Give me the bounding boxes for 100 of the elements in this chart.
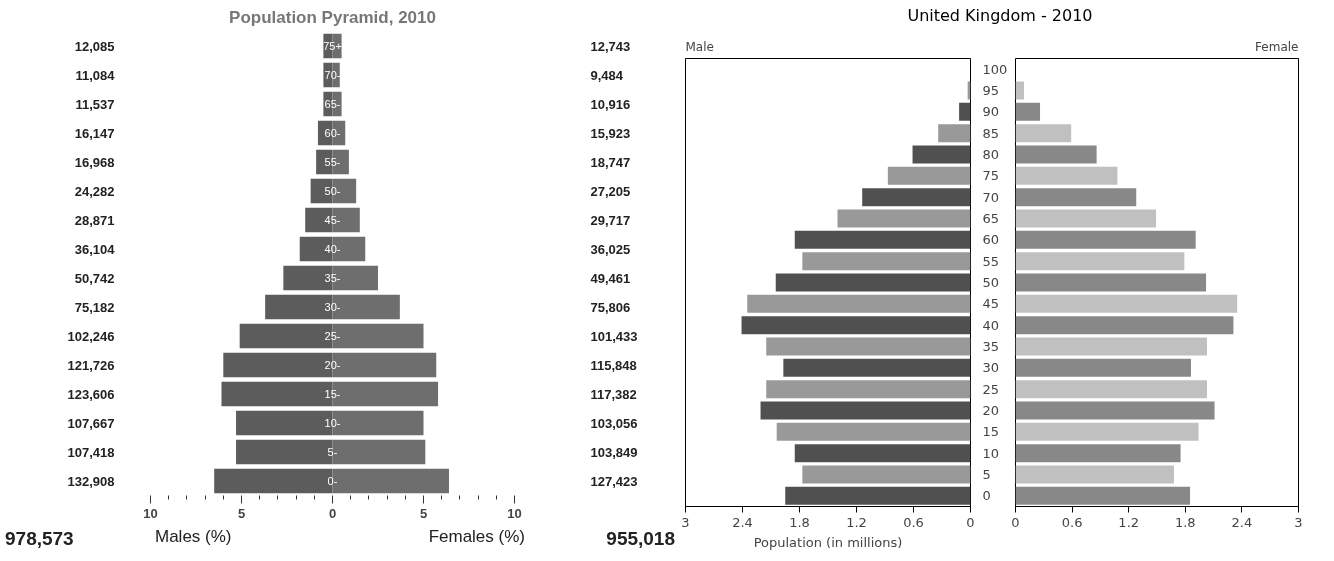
text: Female: [1255, 39, 1299, 54]
y-tick-label: 70-: [324, 69, 341, 81]
y-tick-label: 80: [982, 147, 1000, 162]
series-label: Males (%): [155, 526, 232, 548]
text: 29,717: [590, 212, 631, 228]
x-tick-label: 0.6: [1061, 514, 1083, 530]
text: 10,916: [590, 96, 631, 112]
y-tick-label: 10-: [324, 417, 341, 429]
x-tick-label: 10: [507, 505, 522, 521]
bar: [1015, 230, 1196, 249]
y-tick-label: 20: [982, 403, 1000, 418]
text: 107,667: [67, 415, 115, 431]
bar: [1015, 422, 1199, 441]
text: 49,461: [590, 270, 631, 286]
y-tick-label: 60-: [324, 127, 341, 139]
bar: [1015, 380, 1207, 399]
x-tick-label: 3: [681, 514, 690, 530]
bar: [747, 294, 971, 313]
y-tick-label: 5: [982, 467, 991, 482]
bar: [741, 316, 971, 335]
y-tick-label: 15-: [324, 388, 341, 400]
y-tick-label: 85: [982, 125, 1000, 141]
bar: [766, 380, 971, 399]
text: Male: [685, 39, 714, 54]
x-tick-label: 5: [419, 505, 428, 521]
y-tick-label: 25: [982, 381, 1000, 397]
bar: [785, 486, 971, 505]
y-tick-label: 35-: [324, 272, 341, 284]
text: 75,182: [74, 299, 115, 315]
y-tick-label: 0-: [327, 475, 338, 487]
bar: [1015, 145, 1097, 164]
text: 18,747: [590, 154, 631, 170]
x-tick-label: 2.4: [1231, 514, 1253, 530]
bar: [837, 209, 971, 228]
x-tick-label: 0: [1011, 514, 1020, 530]
bar: [802, 252, 971, 271]
y-tick-label: 75: [982, 168, 1000, 184]
text: 12,743: [590, 38, 631, 54]
y-tick-label: 55-: [324, 156, 341, 168]
text: 50,742: [74, 270, 115, 286]
x-tick-label: 1.2: [846, 514, 867, 530]
text: 27,205: [590, 183, 631, 199]
x-tick-label: 1.8: [789, 514, 810, 530]
bar: [912, 145, 971, 164]
text: 16,147: [74, 125, 115, 141]
text: 11,537: [75, 96, 115, 112]
text: 127,423: [590, 473, 638, 489]
text: 102,246: [67, 328, 115, 344]
text: 75,806: [590, 299, 631, 315]
text: 101,433: [590, 328, 638, 344]
y-tick-label: 35: [982, 339, 1000, 354]
bar: [794, 230, 971, 249]
bar: [1015, 337, 1207, 356]
y-tick-label: 50-: [324, 185, 341, 197]
bar: [1015, 188, 1137, 207]
x-tick-label: 5: [237, 505, 246, 521]
bar: [802, 465, 971, 484]
y-tick-label: 45-: [324, 214, 341, 226]
y-tick-label: 30: [982, 360, 1000, 376]
text: 12,085: [74, 38, 115, 54]
bar: [959, 102, 971, 121]
bar: [1015, 316, 1234, 335]
text: 28,871: [74, 212, 115, 228]
bar: [887, 166, 971, 185]
bar: [1015, 102, 1041, 121]
y-tick-label: 50: [982, 275, 1000, 290]
text: 36,104: [74, 241, 116, 257]
text: 103,056: [590, 415, 638, 431]
bar: [766, 337, 971, 356]
x-tick-label: 2.4: [732, 514, 753, 530]
text: 16,968: [74, 154, 115, 170]
bar: [760, 401, 971, 420]
y-tick-label: 90: [982, 104, 1000, 120]
y-tick-label: 65: [982, 211, 1000, 226]
y-tick-label: 65-: [324, 98, 341, 110]
chart-title: Population Pyramid, 2010: [229, 7, 436, 27]
text: 107,418: [67, 444, 115, 460]
bar: [1015, 444, 1181, 463]
text: 121,726: [67, 357, 115, 373]
y-tick-label: 95: [982, 83, 1000, 98]
bar: [1015, 124, 1072, 143]
x-tick-label: 1.2: [1118, 514, 1140, 530]
y-tick-label: 100: [982, 61, 1008, 77]
y-tick-label: 0: [982, 488, 991, 504]
bar: [862, 188, 971, 207]
y-tick-label: 10: [982, 445, 1000, 461]
x-axis-title: Population (in millions): [753, 534, 903, 550]
x-tick-label: 0: [966, 514, 975, 530]
bar: [794, 444, 971, 463]
y-tick-label: 20-: [324, 359, 341, 371]
y-tick-label: 60: [982, 232, 1000, 248]
x-tick-label: 0.6: [903, 514, 924, 530]
y-tick-label: 75+: [323, 40, 342, 52]
bar: [1015, 401, 1215, 420]
bar: [1015, 294, 1238, 313]
y-tick-label: 45: [982, 296, 1000, 312]
text: 15,923: [590, 125, 631, 141]
text: 132,908: [67, 473, 115, 489]
x-tick-label: 10: [143, 505, 158, 521]
chart-title: United Kingdom - 2010: [907, 5, 1093, 27]
